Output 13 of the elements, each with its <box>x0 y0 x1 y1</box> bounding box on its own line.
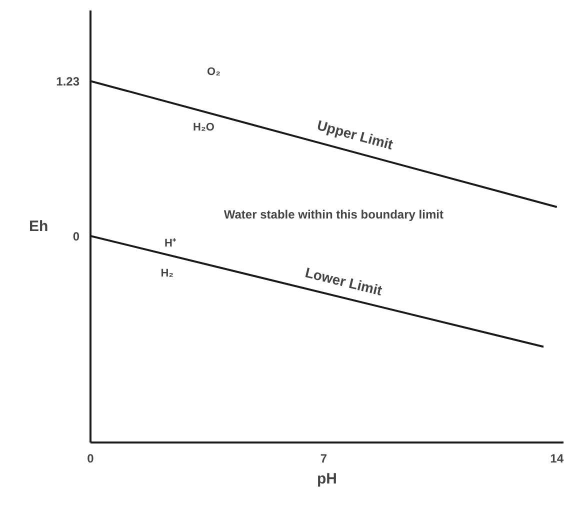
annotation: Water stable within this boundary limit <box>224 208 444 222</box>
y-tick-label: 1.23 <box>56 74 80 89</box>
y-axis-title: Eh <box>28 218 48 235</box>
annotation: O₂ <box>207 66 221 78</box>
x-tick-label: 7 <box>320 452 328 466</box>
annotation: H₂ <box>160 268 174 280</box>
annotation: Lower Limit <box>304 264 384 298</box>
annotation: H⁺ <box>164 238 176 250</box>
x-tick-label: 14 <box>550 452 564 466</box>
x-axis-title: pH <box>317 470 337 488</box>
annotation: H₂O <box>193 122 215 134</box>
annotation: Upper Limit <box>315 116 396 153</box>
x-tick-label: 0 <box>87 452 94 466</box>
